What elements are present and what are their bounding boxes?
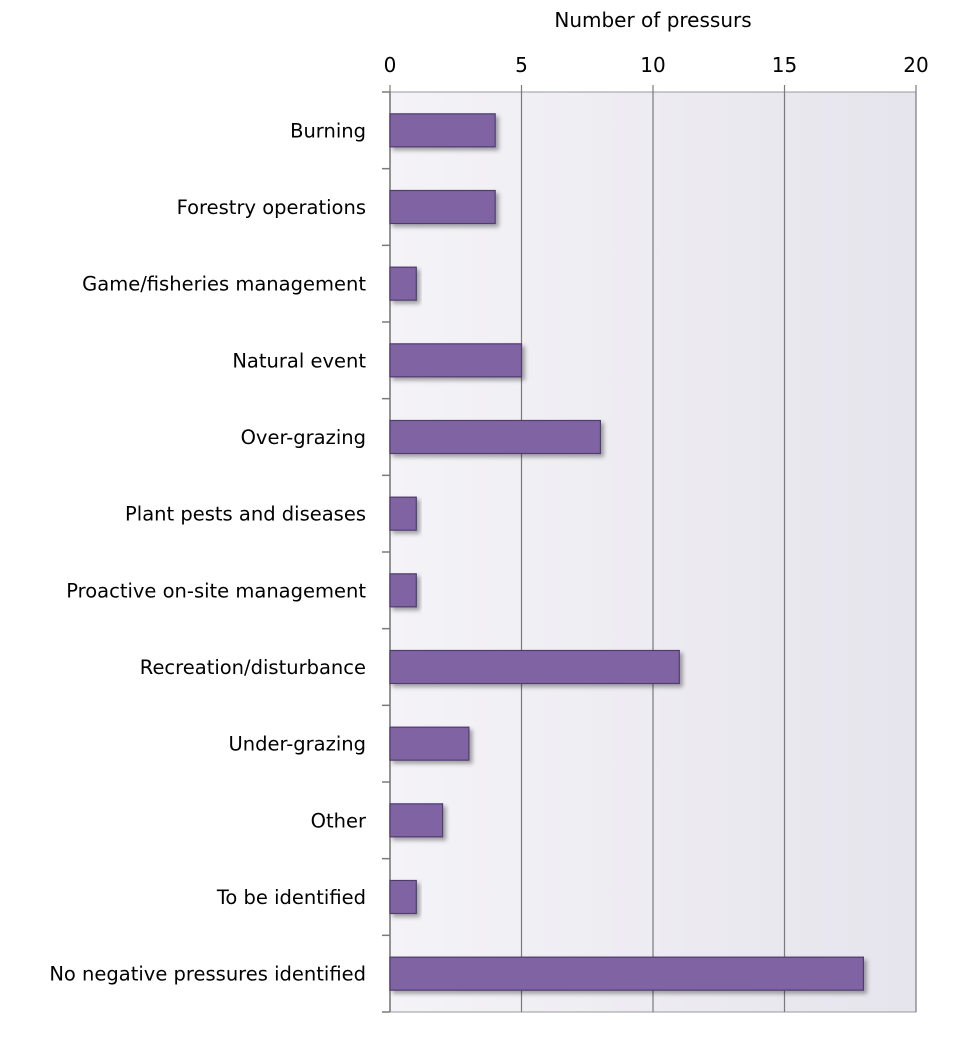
- category-label-10: To be identified: [216, 886, 366, 909]
- category-label-8: Under-grazing: [228, 733, 366, 756]
- category-label-1: Forestry operations: [177, 196, 366, 219]
- bar-5: [389, 496, 417, 531]
- x-tick-label-4: 20: [903, 53, 928, 77]
- bar-10: [389, 879, 417, 915]
- bar-4: [389, 419, 601, 455]
- x-tick-label-0: 0: [384, 53, 397, 77]
- x-tick-label-2: 10: [640, 53, 665, 77]
- x-tick-label-1: 5: [515, 53, 528, 77]
- bar-0: [389, 113, 496, 148]
- category-label-5: Plant pests and diseases: [125, 503, 366, 526]
- category-label-6: Proactive on-site management: [66, 579, 366, 602]
- bar-3: [389, 343, 523, 378]
- x-tick-label-3: 15: [772, 53, 797, 77]
- bar-11: [389, 956, 864, 991]
- bar-9: [389, 803, 444, 838]
- category-label-7: Recreation/disturbance: [140, 656, 366, 679]
- category-labels: Burning Forestry operations Game/fisheries…: [49, 119, 367, 985]
- bar-1: [389, 189, 496, 225]
- bar-8: [389, 726, 470, 761]
- category-label-3: Natural event: [232, 349, 366, 372]
- x-axis-title: Number of pressurs: [554, 8, 751, 32]
- x-axis-ticks: 0 5 10 15 20: [384, 53, 929, 92]
- bar-2: [389, 266, 417, 301]
- category-label-2: Game/fisheries management: [82, 273, 366, 296]
- y-axis: [382, 91, 391, 1013]
- bars: [389, 113, 864, 991]
- bar-6: [389, 573, 417, 608]
- category-label-9: Other: [311, 809, 367, 832]
- category-label-4: Over-grazing: [241, 426, 366, 449]
- category-label-11: No negative pressures identified: [49, 963, 366, 986]
- bar-7: [389, 649, 680, 685]
- category-label-0: Burning: [290, 119, 366, 142]
